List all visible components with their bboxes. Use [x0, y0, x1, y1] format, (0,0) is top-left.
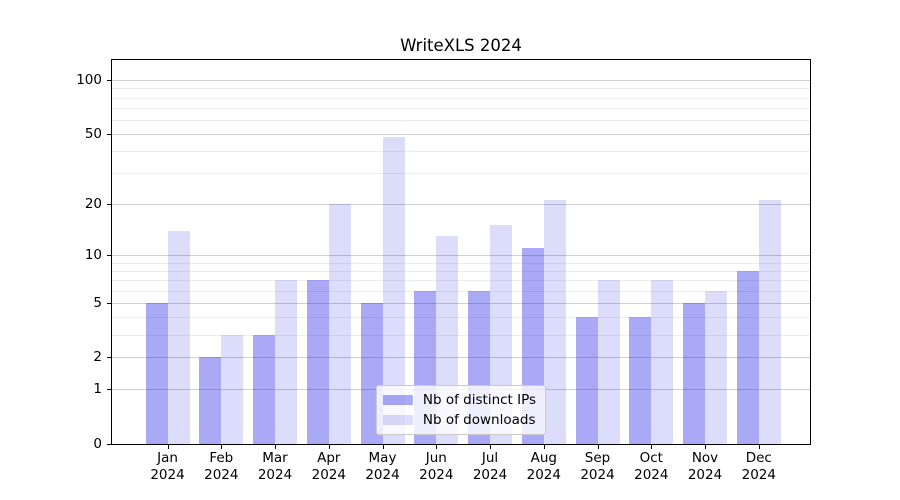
y-tick-label-10: 10 — [84, 246, 102, 263]
x-tick-label-oct: Oct 2024 — [634, 450, 669, 483]
gridline-major-50 — [112, 134, 810, 135]
y-tick-label-0: 0 — [93, 436, 102, 452]
bar-downloads-oct — [651, 280, 674, 444]
bar-downloads-mar — [275, 280, 297, 444]
x-tick-jan — [167, 445, 169, 449]
y-tick-label-5: 5 — [93, 294, 102, 311]
x-tick-label-aug: Aug 2024 — [526, 450, 561, 483]
legend-label-distinct-ips: Nb of distinct IPs — [422, 392, 537, 408]
gridline-minor-30 — [112, 173, 810, 175]
x-tick-label-sep: Sep 2024 — [580, 450, 615, 483]
x-tick-label-jan: Jan 2024 — [150, 450, 185, 483]
legend: Nb of distinct IPs Nb of downloads — [375, 385, 547, 435]
x-tick-label-apr: Apr 2024 — [311, 450, 346, 483]
gridline-minor-8 — [112, 270, 810, 272]
y-tick-20 — [107, 204, 111, 205]
gridline-minor-6 — [112, 290, 810, 292]
x-tick-jul — [490, 445, 491, 449]
x-tick-jun — [436, 445, 438, 449]
gridline-minor-7 — [112, 280, 810, 282]
bar-distinct-ips-sep — [575, 317, 598, 444]
x-tick-nov — [705, 445, 706, 449]
legend-swatch-distinct-ips — [382, 394, 413, 406]
gridline-minor-90 — [112, 88, 810, 90]
gridline-minor-60 — [112, 119, 810, 121]
bar-downloads-sep — [597, 280, 620, 444]
y-tick-label-100: 100 — [76, 72, 102, 89]
x-tick-label-nov: Nov 2024 — [687, 450, 723, 483]
legend-label-downloads: Nb of downloads — [422, 412, 536, 428]
y-tick-label-2: 2 — [93, 349, 102, 366]
gridline-minor-9 — [112, 262, 810, 264]
bar-downloads-jan — [167, 230, 190, 444]
bar-distinct-ips-jan — [145, 302, 168, 444]
x-tick-oct — [651, 445, 653, 449]
y-tick-0 — [107, 444, 111, 445]
bar-downloads-may — [382, 137, 405, 444]
bar-downloads-nov — [705, 290, 727, 444]
x-tick-label-may: May 2024 — [365, 450, 400, 483]
y-tick-10 — [107, 254, 111, 256]
chart-title: WriteXLS 2024 — [400, 36, 522, 55]
x-tick-label-feb: Feb 2024 — [204, 450, 239, 483]
gridline-major-20 — [112, 204, 810, 205]
gridline-minor-80 — [112, 97, 810, 99]
y-tick-1 — [107, 389, 111, 391]
x-tick-may — [382, 445, 384, 449]
bar-distinct-ips-oct — [629, 317, 652, 444]
gridline-major-2 — [112, 357, 810, 359]
bar-downloads-apr — [328, 204, 351, 444]
x-tick-aug — [543, 445, 545, 449]
x-tick-sep — [597, 445, 599, 449]
plot-area: Nb of distinct IPs Nb of downloads — [111, 59, 811, 445]
x-tick-label-dec: Dec 2024 — [741, 450, 776, 483]
y-tick-2 — [107, 357, 111, 359]
gridline-minor-3 — [112, 334, 810, 336]
y-tick-5 — [107, 302, 111, 304]
bar-distinct-ips-feb — [199, 357, 222, 444]
bar-downloads-feb — [221, 334, 244, 444]
y-tick-label-50: 50 — [84, 126, 102, 142]
y-tick-label-1: 1 — [93, 381, 102, 398]
gridline-major-10 — [112, 254, 810, 256]
x-tick-apr — [328, 445, 330, 449]
gridline-minor-70 — [112, 107, 810, 109]
legend-swatch-downloads — [382, 414, 413, 426]
gridline-major-100 — [112, 80, 810, 82]
bar-downloads-dec — [758, 200, 781, 444]
x-tick-label-jun: Jun 2024 — [419, 450, 454, 483]
bar-distinct-ips-apr — [306, 280, 329, 444]
y-tick-100 — [107, 80, 111, 82]
gridline-major-5 — [112, 302, 810, 304]
gridline-minor-40 — [112, 151, 810, 153]
bar-distinct-ips-nov — [683, 302, 705, 444]
x-tick-label-mar: Mar 2024 — [257, 450, 293, 483]
legend-item-downloads: Nb of downloads — [382, 411, 536, 429]
x-tick-mar — [275, 445, 276, 449]
y-tick-label-20: 20 — [84, 196, 102, 212]
bar-downloads-aug — [543, 200, 566, 444]
bar-distinct-ips-dec — [736, 270, 759, 444]
gridline-minor-4 — [112, 317, 810, 319]
x-tick-feb — [221, 445, 223, 449]
x-tick-dec — [758, 445, 760, 449]
y-tick-50 — [107, 134, 111, 135]
legend-item-distinct-ips: Nb of distinct IPs — [382, 391, 537, 409]
bar-distinct-ips-mar — [253, 334, 275, 444]
x-tick-label-jul: Jul 2024 — [472, 450, 508, 483]
